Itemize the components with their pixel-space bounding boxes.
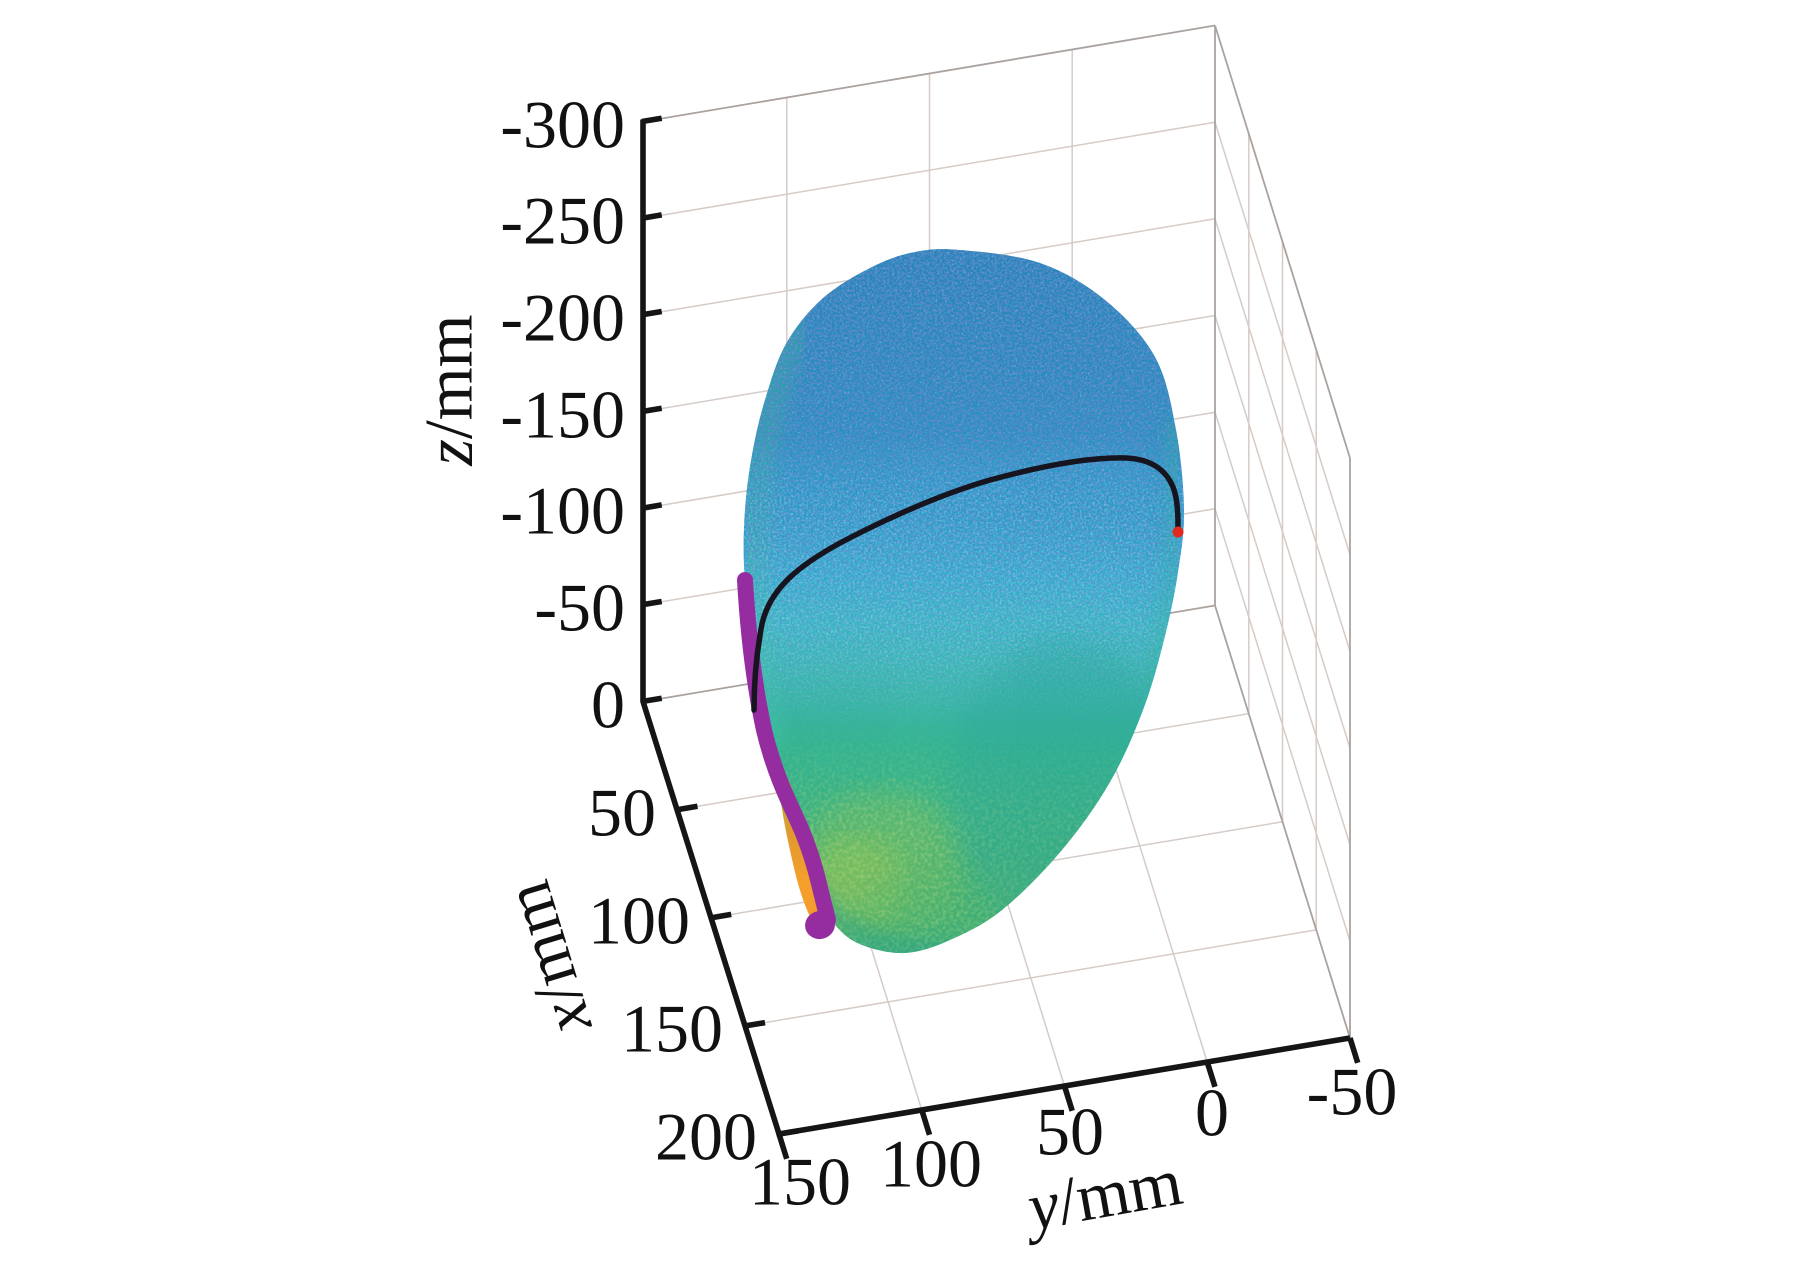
svg-text:0: 0 bbox=[591, 667, 625, 743]
svg-text:200: 200 bbox=[655, 1099, 757, 1175]
svg-text:50: 50 bbox=[1036, 1094, 1104, 1170]
svg-text:-150: -150 bbox=[500, 377, 625, 453]
svg-text:z/mm: z/mm bbox=[411, 314, 487, 466]
svg-text:150: 150 bbox=[621, 991, 723, 1067]
svg-text:-200: -200 bbox=[500, 280, 625, 356]
svg-text:100: 100 bbox=[880, 1126, 982, 1202]
svg-text:-50: -50 bbox=[1307, 1054, 1398, 1130]
svg-text:100: 100 bbox=[588, 883, 690, 959]
svg-text:-100: -100 bbox=[500, 473, 625, 549]
svg-text:50: 50 bbox=[588, 775, 656, 851]
svg-text:0: 0 bbox=[1195, 1075, 1229, 1151]
svg-text:-250: -250 bbox=[500, 183, 625, 259]
svg-text:150: 150 bbox=[749, 1144, 851, 1220]
svg-text:-300: -300 bbox=[500, 87, 625, 163]
svg-text:-50: -50 bbox=[534, 570, 625, 646]
